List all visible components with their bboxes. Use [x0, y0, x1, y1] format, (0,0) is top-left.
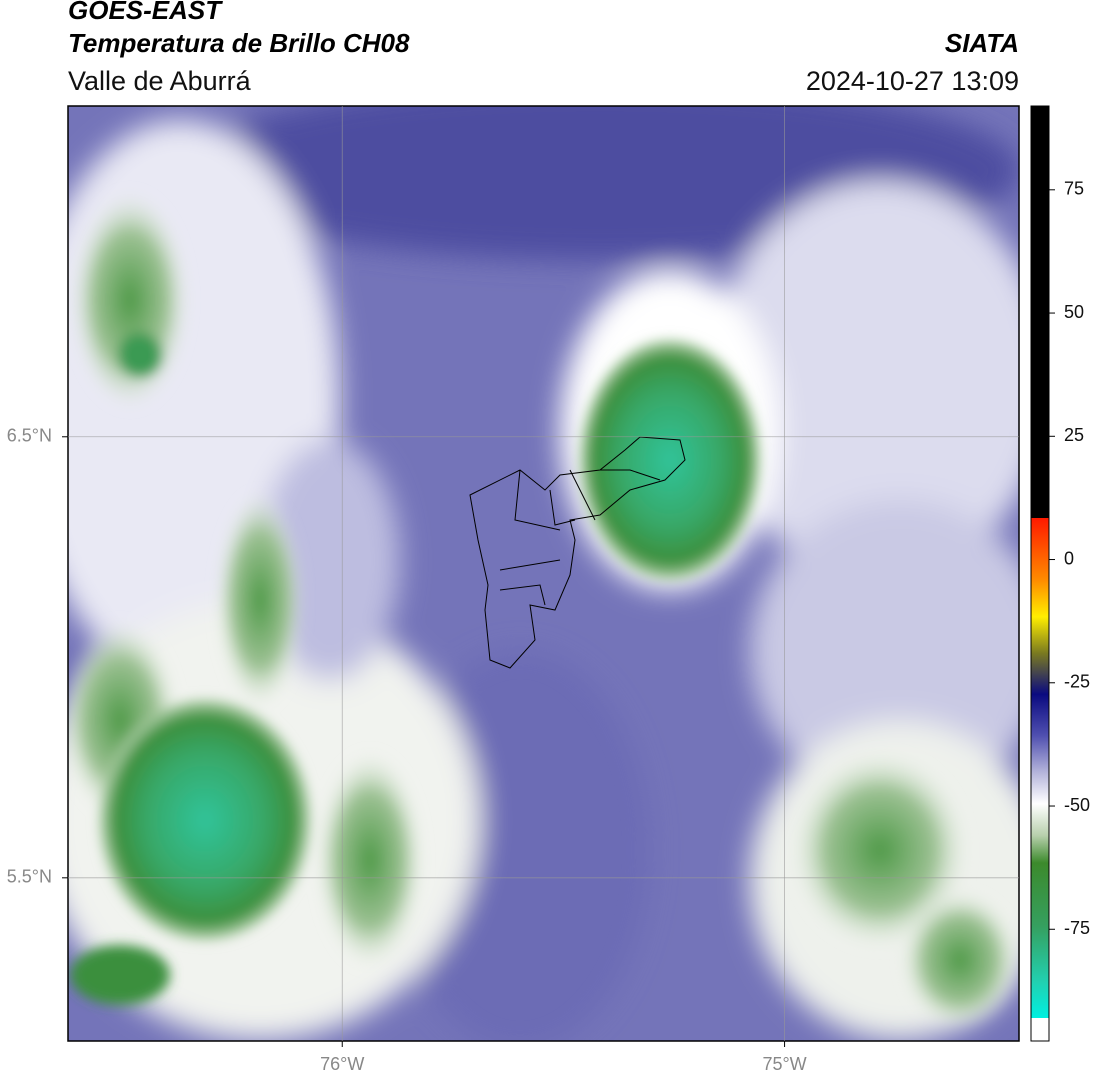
- colorbar-extension: [1031, 1018, 1049, 1041]
- y-tick-label: 6.5°N: [7, 426, 52, 446]
- axes: 76°W 75°W 6.5°N 5.5°N 75 50 25 0 -25 -50 -75: [7, 106, 1090, 1074]
- map-frame: [67, 105, 1020, 1042]
- colorbar-tick-label: 75: [1064, 179, 1084, 199]
- colorbar-tick-label: 25: [1064, 425, 1084, 445]
- colorbar-tick-label: 50: [1064, 302, 1084, 322]
- colorbar-tick-label: -50: [1064, 795, 1090, 815]
- source: SIATA: [945, 28, 1019, 58]
- y-tick-label: 5.5°N: [7, 867, 52, 887]
- colorbar: [1031, 106, 1049, 1018]
- title: GOES-EAST: [68, 0, 223, 25]
- subtitle: Temperatura de Brillo CH08: [68, 28, 410, 58]
- colorbar-tick-label: -25: [1064, 672, 1090, 692]
- region: Valle de Aburrá: [68, 66, 252, 96]
- colorbar-frame: [1030, 105, 1050, 1042]
- x-tick-label: 75°W: [762, 1054, 806, 1074]
- x-tick-label: 76°W: [320, 1054, 364, 1074]
- satellite-image: [68, 106, 1019, 1041]
- datetime: 2024-10-27 13:09: [806, 66, 1019, 96]
- basin-outline: [469, 436, 686, 669]
- colorbar-tick-label: -75: [1064, 918, 1090, 938]
- colorbar-tick-label: 0: [1064, 548, 1074, 568]
